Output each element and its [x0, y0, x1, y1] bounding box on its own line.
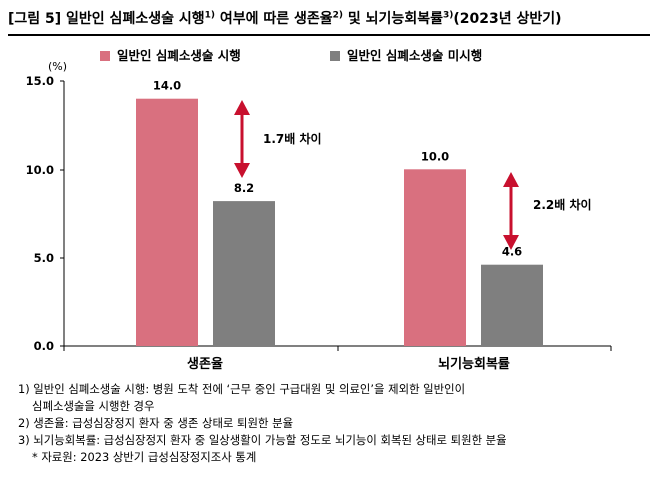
y-tick: 0.0 — [34, 339, 64, 353]
bar-recovery-no-cpr — [481, 264, 543, 346]
category-label-survival: 생존율 — [187, 356, 223, 372]
arrow-head-down — [234, 163, 250, 178]
arrow-head-up — [234, 100, 250, 115]
bar-survival-cpr — [136, 98, 198, 346]
title-prefix: [그림 5] 일반인 심폐소생술 시행 — [8, 11, 205, 27]
footnote-2: 2) 생존율: 급성심장정지 환자 중 생존 상태로 퇴원한 분율 — [18, 416, 294, 430]
title-footnote-1: 1) — [204, 10, 215, 21]
value-label-recovery-cpr: 10.0 — [421, 149, 449, 163]
y-tick: 15.0 — [26, 74, 64, 88]
bar-chart: 일반인 심폐소생술 시행 일반인 심폐소생술 미시행 (%) 0.0 5.0 1… — [26, 48, 612, 372]
y-tick-label: 15.0 — [26, 74, 54, 88]
y-axis-unit: (%) — [48, 60, 67, 73]
title-footnote-3: 3) — [442, 10, 454, 21]
legend-label-series-1: 일반인 심폐소생술 시행 — [117, 48, 241, 63]
y-tick-label: 10.0 — [26, 163, 54, 177]
title-rule — [8, 34, 650, 36]
footnote-1-continued: 심폐소생술을 시행한 경우 — [32, 399, 155, 413]
bar-survival-no-cpr — [213, 201, 275, 346]
footnote-1: 1) 일반인 심폐소생술 시행: 병원 도착 전에 ‘근무 중인 구급대원 및 … — [18, 382, 466, 396]
difference-arrow-recovery — [503, 172, 519, 250]
title-mid2: 및 뇌기능회복률 — [343, 11, 443, 27]
arrow-head-up — [503, 172, 519, 187]
value-label-survival-no-cpr: 8.2 — [234, 181, 254, 195]
title-suffix: (2023년 상반기) — [453, 11, 562, 27]
y-tick-label: 0.0 — [34, 339, 54, 353]
legend-label-series-2: 일반인 심폐소생술 미시행 — [347, 48, 482, 63]
category-label-recovery: 뇌기능회복률 — [438, 356, 510, 372]
arrow-head-down — [503, 235, 519, 250]
footnotes: 1) 일반인 심폐소생술 시행: 병원 도착 전에 ‘근무 중인 구급대원 및 … — [18, 381, 648, 466]
title-mid: 여부에 따른 생존율 — [214, 11, 333, 27]
difference-label-recovery: 2.2배 차이 — [533, 197, 592, 212]
legend: 일반인 심폐소생술 시행 일반인 심폐소생술 미시행 — [100, 48, 482, 63]
source-note: * 자료원: 2023 상반기 급성심장정지조사 통계 — [32, 450, 257, 464]
y-tick-label: 5.0 — [34, 251, 54, 265]
difference-arrow-survival — [234, 100, 250, 178]
bar-recovery-cpr — [404, 169, 466, 346]
value-label-recovery-no-cpr: 4.6 — [502, 245, 522, 259]
chart-title: [그림 5] 일반인 심폐소생술 시행1) 여부에 따른 생존율2) 및 뇌기능… — [8, 8, 650, 36]
value-label-survival-cpr: 14.0 — [153, 79, 181, 93]
y-tick: 5.0 — [34, 251, 64, 265]
legend-swatch-series-1 — [100, 51, 110, 61]
y-tick: 10.0 — [26, 163, 64, 177]
legend-swatch-series-2 — [330, 51, 340, 61]
difference-label-survival: 1.7배 차이 — [263, 131, 322, 146]
footnote-3: 3) 뇌기능회복률: 급성심장정지 환자 중 일상생활이 가능할 정도로 뇌기능… — [18, 433, 507, 447]
title-footnote-2: 2) — [332, 10, 344, 21]
